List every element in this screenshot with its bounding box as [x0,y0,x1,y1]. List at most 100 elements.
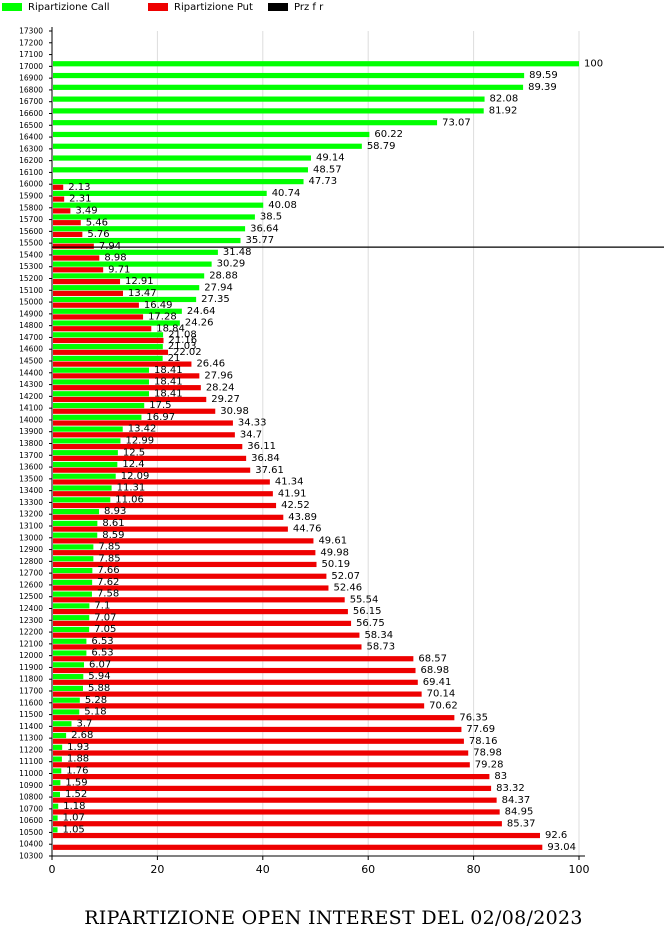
category-label: 12700 [19,569,43,578]
call-bar [53,438,121,444]
x-tick-label: 80 [467,863,481,876]
category-label: 16900 [19,74,43,83]
call-bar [53,485,112,491]
call-bar [53,285,200,291]
category-label: 13500 [19,474,43,483]
put-bar [53,314,144,320]
category-label: 12100 [19,639,43,648]
call-bar [53,308,182,314]
category-label: 10600 [19,816,43,825]
call-value-label: 1.05 [63,824,85,835]
category-label: 15500 [19,239,43,248]
call-value-label: 12.4 [122,459,144,470]
call-bar [53,709,80,715]
call-bar [53,744,63,750]
call-value-label: 8.61 [102,518,124,529]
put-value-label: 79.28 [475,759,504,770]
x-tick-label: 100 [569,863,590,876]
call-bar [53,143,362,149]
call-bar [53,579,93,585]
category-label: 17000 [19,62,43,71]
put-value-label: 42.52 [281,500,310,511]
call-bar [53,615,90,621]
put-value-label: 2.31 [69,194,91,205]
call-value-label: 1.88 [67,754,89,765]
call-bar [53,556,94,562]
x-tick-label: 40 [256,863,270,876]
legend-swatch-put [148,3,168,11]
category-label: 16400 [19,133,43,142]
category-label: 13200 [19,510,43,519]
category-label: 13100 [19,522,43,531]
legend-label-price: Prz f r [294,1,324,13]
put-value-label: 41.91 [278,488,307,499]
call-value-label: 18.41 [154,377,183,388]
put-value-label: 27.96 [204,370,233,381]
put-value-label: 56.15 [353,606,382,617]
put-bar [53,715,455,721]
call-value-label: 48.57 [313,164,342,175]
category-label: 12500 [19,592,43,601]
put-value-label: 5.46 [86,217,108,228]
put-value-label: 17.28 [148,312,177,323]
category-label: 13600 [19,463,43,472]
put-value-label: 3.49 [75,205,97,216]
put-bar [53,585,329,591]
put-bar [53,821,502,827]
category-label: 15700 [19,215,43,224]
category-label: 11600 [19,698,43,707]
put-value-label: 22.02 [173,347,202,358]
put-bar [53,762,470,768]
call-value-label: 1.07 [63,813,85,824]
put-bar [53,361,192,367]
call-value-label: 24.64 [187,306,216,317]
call-bar [53,202,264,208]
call-bar [53,815,58,821]
category-label: 13300 [19,498,43,507]
put-value-label: 52.46 [333,583,362,594]
call-value-label: 38.5 [260,212,282,223]
category-label: 15000 [19,298,43,307]
call-bar [53,296,197,303]
call-bar [53,473,116,479]
put-bar [53,326,152,332]
category-label: 10400 [19,840,43,849]
category-label: 16600 [19,109,43,118]
category-label: 12400 [19,604,43,613]
call-value-label: 40.08 [268,200,297,211]
x-tick-label: 20 [150,863,164,876]
put-bar [53,502,277,509]
call-bar [53,273,205,279]
put-bar [53,785,492,791]
put-value-label: 29.27 [211,394,240,405]
call-bar [53,120,438,126]
category-label: 11100 [19,757,43,766]
call-bar [53,544,94,550]
put-bar [53,632,360,638]
category-label: 12300 [19,616,43,625]
put-bar [53,255,100,261]
call-value-label: 11.31 [117,483,146,494]
category-label: 12800 [19,557,43,566]
call-value-label: 7.85 [98,542,120,553]
put-value-label: 21.16 [169,335,198,346]
call-value-label: 5.88 [88,683,110,694]
put-bar [53,844,543,850]
call-value-label: 60.22 [374,129,403,140]
call-value-label: 5.94 [88,671,110,682]
put-value-label: 93.04 [547,842,576,853]
put-value-label: 56.75 [356,618,385,629]
put-value-label: 49.98 [320,547,349,558]
call-value-label: 89.39 [528,82,557,93]
call-bar [53,567,93,574]
put-value-label: 28.24 [206,382,235,393]
put-bar [53,738,464,744]
category-label: 14300 [19,380,43,389]
call-value-label: 73.07 [442,117,471,128]
put-value-label: 18.84 [156,323,185,334]
chart-title: RIPARTIZIONE OPEN INTEREST DEL 02/08/202… [84,907,583,929]
call-bar [53,626,90,633]
put-value-label: 83.32 [496,783,525,794]
call-bar [53,414,142,420]
